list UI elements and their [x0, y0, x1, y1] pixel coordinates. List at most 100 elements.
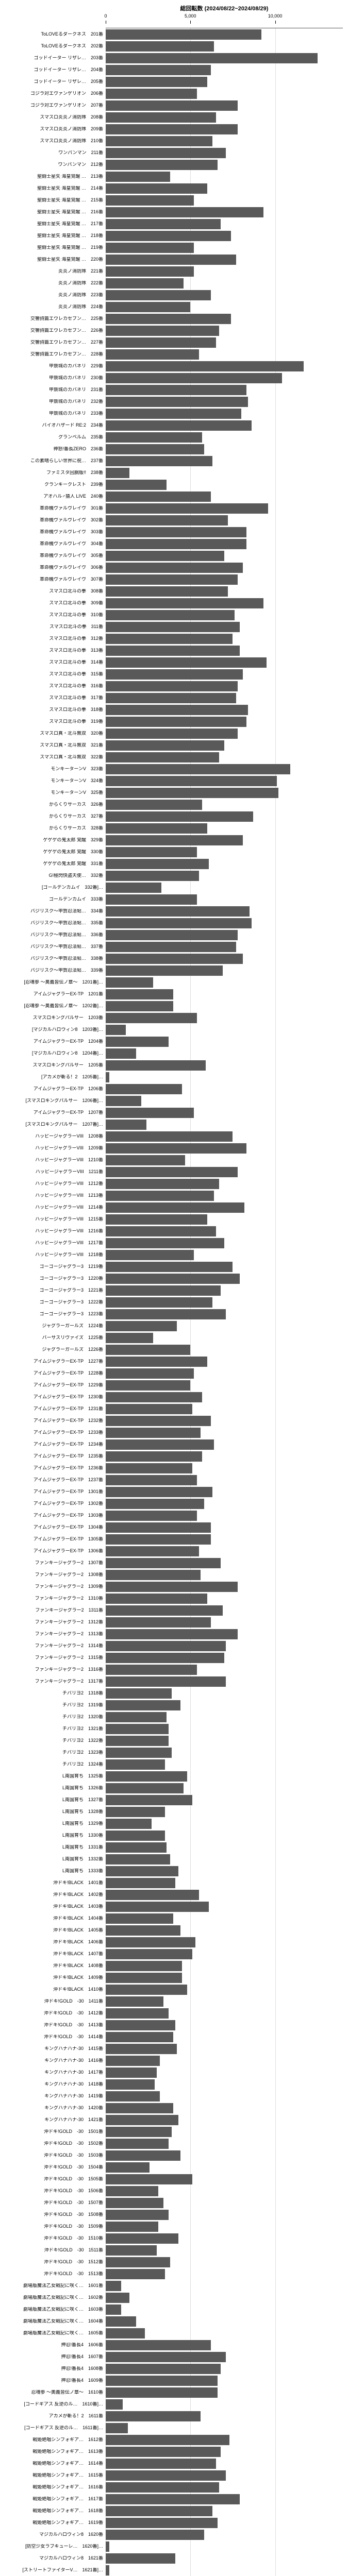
bar-row: スマスロ北斗の拳 316番 — [106, 680, 343, 692]
bar-row: 炎炎ノ消防隊 223番 — [106, 289, 343, 301]
bar-row: 劇場版魔法乙女戦記に咲く… 1603番 — [106, 2303, 343, 2315]
bar — [106, 1262, 233, 1272]
y-label: [コードギアス 反逆のル… 1610番]… — [0, 2402, 103, 2407]
y-label: スマスロ北斗の拳 316番 — [0, 684, 103, 689]
bar-row: 革命機ヴァルヴレイヴ 303番 — [106, 526, 343, 538]
bar-row: 沖ドキ!GOLD -30 1513番 — [106, 2268, 343, 2280]
bar-row: 戦姫絶唱シンフォギア… 1617番 — [106, 2493, 343, 2505]
bar-row: アイムジャグラーEX-TP 1227番 — [106, 1355, 343, 1367]
y-label: ファンキージャグラー2 1314番 — [0, 1643, 103, 1649]
bar — [106, 183, 207, 194]
bar-row: 聖闘士星矢 海皇覚醒 … 220番 — [106, 253, 343, 265]
bar — [106, 2067, 157, 2078]
bar-row: アイムジャグラーEX-TP 1201番 — [106, 988, 343, 1000]
bar-row: 劇場版魔法乙女戦記に咲く… 1605番 — [106, 2327, 343, 2339]
bar-row: ゴッドイーター リザレ… 204番 — [106, 64, 343, 76]
bar — [106, 1368, 194, 1379]
bar — [106, 1404, 192, 1414]
bar — [106, 2447, 221, 2457]
y-label: スマスロキングパルサー 1205番 — [0, 1063, 103, 1068]
y-label: からくりサーカス 326番 — [0, 802, 103, 807]
bar-row: 忍魂参 ～奥義皆伝ノ章～ 1610番 — [106, 2386, 343, 2398]
bar — [106, 480, 167, 490]
bar-row: 炎炎ノ消防隊 224番 — [106, 301, 343, 313]
y-label: 劇場版魔法乙女戦記に咲く… 1601番 — [0, 2283, 103, 2289]
bar — [106, 1641, 226, 1651]
y-label: 戦姫絶唱シンフォギア… 1612番 — [0, 2437, 103, 2443]
bar-row: 沖ドキ!BLACK 1401番 — [106, 1877, 343, 1889]
bar — [106, 2008, 169, 2019]
bar-row: 押忍!番長4 1606番 — [106, 2339, 343, 2351]
bar — [106, 598, 263, 608]
y-label: 沖ドキ!GOLD -30 1506番 — [0, 2189, 103, 2194]
y-label: L南国育ち 1325番 — [0, 1774, 103, 1779]
bar-row: アイムジャグラーEX-TP 1306番 — [106, 1545, 343, 1557]
bar — [106, 2470, 226, 2481]
bar-row: アイムジャグラーEX-TP 1302番 — [106, 1498, 343, 1510]
y-label: アイムジャグラーEX-TP 1232番 — [0, 1418, 103, 1423]
y-label: スマスロ北斗の拳 309番 — [0, 601, 103, 606]
bar — [106, 1084, 182, 1094]
bar-row: マジカルハロウィン8 1620番 — [106, 2529, 343, 2540]
bar — [106, 1558, 221, 1568]
bar-row: 沖ドキ!BLACK 1405番 — [106, 1924, 343, 1936]
bar-row: スマスロ北斗の拳 313番 — [106, 645, 343, 656]
bar — [106, 1309, 226, 1319]
y-label: 沖ドキ!GOLD -30 1414番 — [0, 2035, 103, 2040]
bar — [106, 515, 228, 526]
bar-row: ハッピージャグラーVIII 1213番 — [106, 1190, 343, 1201]
bar — [106, 1285, 221, 1296]
bar-row: アイムジャグラーEX-TP 1236番 — [106, 1462, 343, 1474]
y-label: マジカルハロウィン8 1621番 — [0, 2556, 103, 2561]
bar-row: アカメが斬る！2 1611番 — [106, 2410, 343, 2422]
y-label: キングハナハナ-30 1417番 — [0, 2070, 103, 2075]
bar — [106, 266, 194, 277]
bar — [106, 1866, 178, 1876]
bar-row: 沖ドキ!BLACK 1408番 — [106, 1960, 343, 1972]
bar — [106, 337, 216, 348]
bar-row: チバリヨ2 1323番 — [106, 1747, 343, 1758]
bar — [106, 195, 194, 206]
y-label: 沖ドキ!GOLD -30 1508番 — [0, 2212, 103, 2217]
bar-row: ゴーゴージャグラー3 1219番 — [106, 1261, 343, 1273]
y-label: 沖ドキ!GOLD -30 1504番 — [0, 2165, 103, 2170]
bar-row: ファンキージャグラー2 1307番 — [106, 1557, 343, 1569]
bar — [106, 2316, 136, 2327]
bar — [106, 2482, 219, 2493]
y-label: ファンキージャグラー2 1307番 — [0, 1561, 103, 1566]
bar-row: キングハナハナ-30 1417番 — [106, 2066, 343, 2078]
bar-row: スマスロ北斗の拳 317番 — [106, 692, 343, 704]
bar-row: チバリヨ2 1322番 — [106, 1735, 343, 1747]
bar — [106, 1333, 153, 1343]
y-label: ワンパンマン 211番 — [0, 150, 103, 156]
bar-row: 劇場版魔法乙女戦記に咲く… 1601番 — [106, 2280, 343, 2292]
bar-row: キングハナハナ-30 1420番 — [106, 2102, 343, 2114]
bar — [106, 1475, 197, 1485]
y-label: 沖ドキ!GOLD -30 1505番 — [0, 2177, 103, 2182]
y-label: 押忍!番長4 1607番 — [0, 2354, 103, 2360]
y-label: ゲゲゲの鬼太郎 覚醒 330番 — [0, 850, 103, 855]
bar-row: チバリヨ2 1321番 — [106, 1723, 343, 1735]
y-label: キングハナハナ-30 1416番 — [0, 2058, 103, 2063]
y-label: ファンキージャグラー2 1313番 — [0, 1632, 103, 1637]
y-label: 劇場版魔法乙女戦記に咲く… 1603番 — [0, 2307, 103, 2312]
y-label: ハッピージャグラーVIII 1216番 — [0, 1229, 103, 1234]
bar — [106, 2269, 165, 2279]
y-label: 革命機ヴァルヴレイヴ 302番 — [0, 518, 103, 523]
bar-row: スマスロ北斗の拳 314番 — [106, 656, 343, 668]
y-label: アイムジャグラーEX-TP 1305番 — [0, 1537, 103, 1542]
y-label: ゲゲゲの鬼太郎 覚醒 331番 — [0, 861, 103, 867]
bar — [106, 420, 252, 431]
y-label: 戦姫絶唱シンフォギア… 1615番 — [0, 2473, 103, 2478]
bar — [106, 2079, 155, 2090]
bar-row: ゴッドイーター リザレ… 205番 — [106, 76, 343, 88]
bar — [106, 586, 228, 597]
bar-row: G!極閃快盗天使… 332番 — [106, 870, 343, 882]
bar — [106, 1961, 182, 1971]
bar-row: バーサスリヴァイズ 1225番 — [106, 1332, 343, 1344]
bar-row: ゴーゴージャグラー3 1220番 — [106, 1273, 343, 1284]
bar-row: アオハル♂猿人 LIVE 240番 — [106, 490, 343, 502]
bar-row: 押忍!番長4 1607番 — [106, 2351, 343, 2363]
y-label: キングハナハナ-30 1419番 — [0, 2094, 103, 2099]
bar — [106, 1439, 214, 1450]
